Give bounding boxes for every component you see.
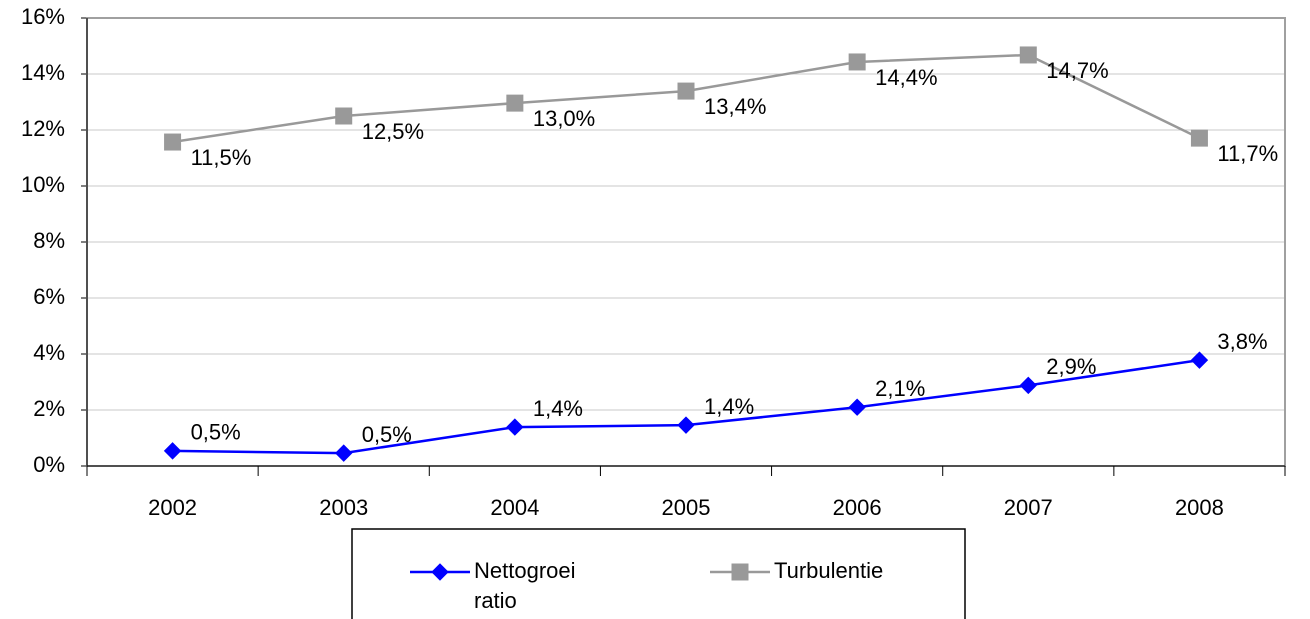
legend-box	[351, 528, 966, 619]
data-label: 13,0%	[533, 106, 595, 131]
point	[163, 442, 182, 460]
point	[506, 94, 524, 112]
y-tick-label: 2%	[33, 396, 65, 421]
data-label: 0,5%	[191, 420, 241, 445]
data-label: 0,5%	[362, 422, 412, 447]
x-tick-label: 2006	[833, 495, 882, 520]
data-label: 12,5%	[362, 119, 424, 144]
x-tick-label: 2002	[148, 495, 197, 520]
y-tick-label: 4%	[33, 340, 65, 365]
data-label: 1,4%	[533, 396, 583, 421]
y-tick-label: 6%	[33, 284, 65, 309]
point	[848, 398, 866, 416]
point	[677, 416, 695, 434]
x-tick-label: 2007	[1004, 495, 1053, 520]
point	[1019, 376, 1037, 395]
y-tick-label: 10%	[21, 172, 65, 197]
x-tick-label: 2008	[1175, 495, 1224, 520]
x-tick-label: 2003	[319, 495, 368, 520]
legend-marker	[731, 563, 749, 581]
point	[506, 418, 524, 436]
point	[164, 133, 182, 151]
data-label: 3,8%	[1217, 329, 1267, 354]
point	[335, 444, 353, 462]
y-tick-label: 14%	[21, 60, 65, 85]
data-label: 2,9%	[1046, 354, 1096, 379]
data-label: 13,4%	[704, 94, 766, 119]
point	[1190, 351, 1209, 369]
legend-label: Turbulentie	[774, 558, 884, 583]
point	[848, 53, 866, 71]
point	[335, 107, 353, 125]
data-label: 11,5%	[191, 145, 252, 170]
point	[1019, 46, 1037, 64]
x-tick-label: 2005	[662, 495, 711, 520]
y-tick-label: 12%	[21, 116, 65, 141]
data-label: 11,7%	[1217, 141, 1278, 166]
data-label: 14,4%	[875, 65, 937, 90]
data-label: 2,1%	[875, 376, 925, 401]
y-tick-label: 16%	[21, 4, 65, 29]
y-tick-label: 8%	[33, 228, 65, 253]
point	[1190, 129, 1208, 147]
data-label: 14,7%	[1046, 58, 1108, 83]
legend-label: Nettogroei ratio	[474, 558, 576, 613]
y-tick-label: 0%	[33, 452, 65, 477]
point	[677, 82, 695, 100]
legend-marker	[431, 563, 449, 581]
data-label: 1,4%	[704, 394, 754, 419]
x-tick-label: 2004	[490, 495, 539, 520]
